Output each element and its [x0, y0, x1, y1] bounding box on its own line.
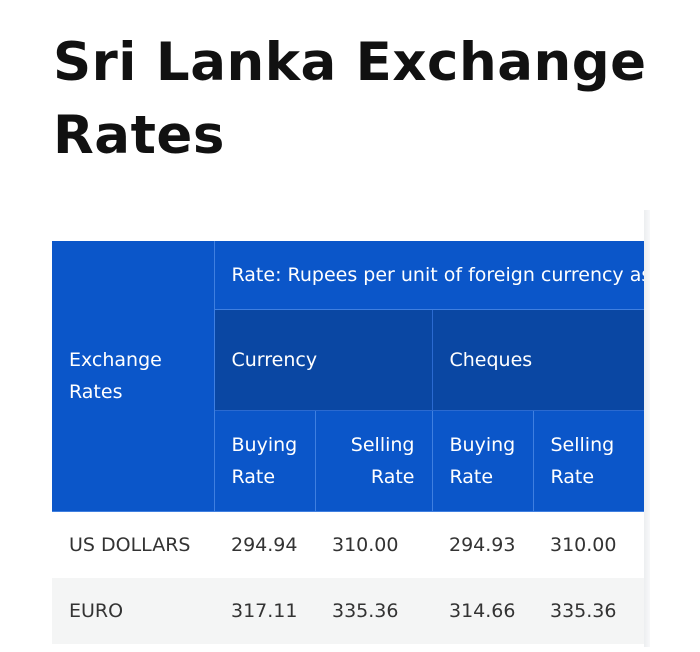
subcolumn-currency-buying: Buying Rate [213, 409, 316, 512]
rate-cell: 335.36 [533, 577, 644, 644]
page-title: Sri Lanka Exchange Rates [53, 32, 647, 166]
exchange-rates-table: Exchange Rates Rate: Rupees per unit of … [52, 241, 644, 644]
subcolumn-currency-selling: Selling Rate [314, 409, 433, 512]
group-header-currency: Currency [213, 308, 433, 411]
subcolumn-cheques-buying: Buying Rate [431, 409, 534, 512]
rate-cell: 294.94 [214, 511, 315, 578]
rate-caption-header: Rate: Rupees per unit of foreign currenc… [213, 241, 644, 310]
rate-cell: 310.00 [533, 511, 644, 578]
currency-name-cell: EURO [52, 577, 214, 644]
rate-cell: 317.11 [214, 577, 315, 644]
rate-cell: 314.66 [432, 577, 533, 644]
table-row: US DOLLARS 294.94 310.00 294.93 310.00 [52, 511, 644, 578]
currency-name-cell: US DOLLARS [52, 511, 214, 578]
group-header-cheques: Cheques [431, 308, 644, 411]
table-row: EURO 317.11 335.36 314.66 335.36 [52, 577, 644, 644]
exchange-rates-table-container[interactable]: Exchange Rates Rate: Rupees per unit of … [52, 241, 644, 647]
rate-cell: 294.93 [432, 511, 533, 578]
rate-cell: 310.00 [315, 511, 432, 578]
row-label-header: Exchange Rates [52, 241, 215, 512]
subcolumn-cheques-selling: Selling Rate [532, 409, 644, 512]
header-row-caption: Exchange Rates Rate: Rupees per unit of … [52, 241, 644, 512]
rate-cell: 335.36 [315, 577, 432, 644]
horizontal-scroll-edge [644, 210, 650, 647]
header-row-subcolumns: Buying Rate Selling Rate Buying Rate Sel… [52, 409, 644, 512]
